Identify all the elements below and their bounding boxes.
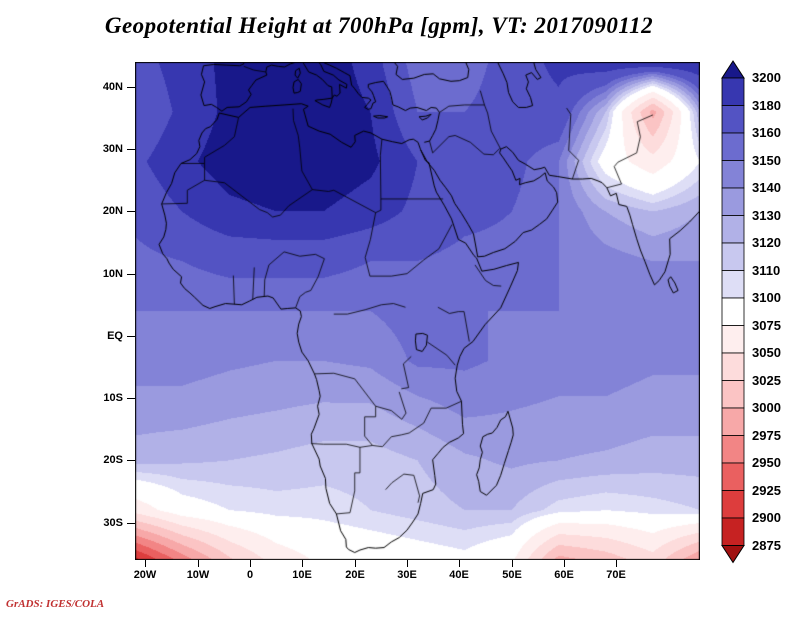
lat-tick-label: 20S (103, 454, 123, 466)
colorbar-tick-label: 3130 (752, 208, 781, 223)
grads-attribution: GrADS: IGES/COLA (6, 598, 105, 610)
lat-tick-label: 30N (102, 143, 123, 155)
lon-tick (145, 560, 146, 567)
lon-tick (407, 560, 408, 567)
colorbar-tick-label: 3140 (752, 180, 781, 195)
lon-tick-label: 10W (186, 569, 210, 581)
lon-tick (564, 560, 565, 567)
lat-tick (127, 149, 135, 150)
lon-tick (616, 560, 617, 567)
lat-tick (127, 87, 135, 88)
lon-tick (198, 560, 199, 567)
colorbar-tick-label: 3120 (752, 235, 781, 250)
colorbar-scale (721, 60, 745, 564)
lon-tick-label: 50E (502, 569, 522, 581)
colorbar-tick-label: 2925 (752, 483, 781, 498)
colorbar-tick-label: 3200 (752, 70, 781, 85)
colorbar-tick-label: 3100 (752, 290, 781, 305)
lat-tick-label: EQ (107, 330, 123, 342)
lat-tick-label: 30S (103, 517, 123, 529)
lat-tick (127, 523, 135, 524)
lon-tick-label: 70E (606, 569, 626, 581)
lon-tick (355, 560, 356, 567)
colorbar-tick-label: 3180 (752, 98, 781, 113)
lat-tick (127, 211, 135, 212)
lat-tick-label: 20N (102, 205, 123, 217)
colorbar-tick-label: 3075 (752, 318, 781, 333)
lon-tick-label: 20W (133, 569, 157, 581)
colorbar-tick-label: 3050 (752, 345, 781, 360)
lon-tick-label: 40E (449, 569, 469, 581)
lon-tick-label: 10E (292, 569, 312, 581)
lat-tick (127, 274, 135, 275)
lat-tick (127, 460, 135, 461)
colorbar-tick-label: 3025 (752, 373, 781, 388)
lon-tick (250, 560, 251, 567)
lat-tick (127, 336, 135, 337)
lon-tick-label: 0 (246, 569, 254, 581)
colorbar-tick-label: 3160 (752, 125, 781, 140)
colorbar-tick-label: 2900 (752, 510, 781, 525)
lon-tick-label: 30E (397, 569, 417, 581)
colorbar-tick-label: 2875 (752, 538, 781, 553)
lon-tick (459, 560, 460, 567)
lon-tick-label: 20E (345, 569, 365, 581)
lat-tick-label: 10N (102, 268, 123, 280)
colorbar-tick-label: 2950 (752, 455, 781, 470)
lat-tick-label: 40N (102, 81, 123, 93)
lat-tick (127, 398, 135, 399)
plot-title: Geopotential Height at 700hPa [gpm], VT:… (104, 13, 654, 38)
colorbar-tick-label: 3110 (752, 263, 781, 278)
lon-tick-label: 60E (554, 569, 574, 581)
colorbar-tick-label: 2975 (752, 428, 781, 443)
lon-tick (302, 560, 303, 567)
lon-tick (512, 560, 513, 567)
lat-tick-label: 10S (103, 392, 123, 404)
colorbar-tick-label: 3150 (752, 153, 781, 168)
colorbar-tick-label: 3000 (752, 400, 781, 415)
contour-field-canvas (135, 62, 700, 560)
